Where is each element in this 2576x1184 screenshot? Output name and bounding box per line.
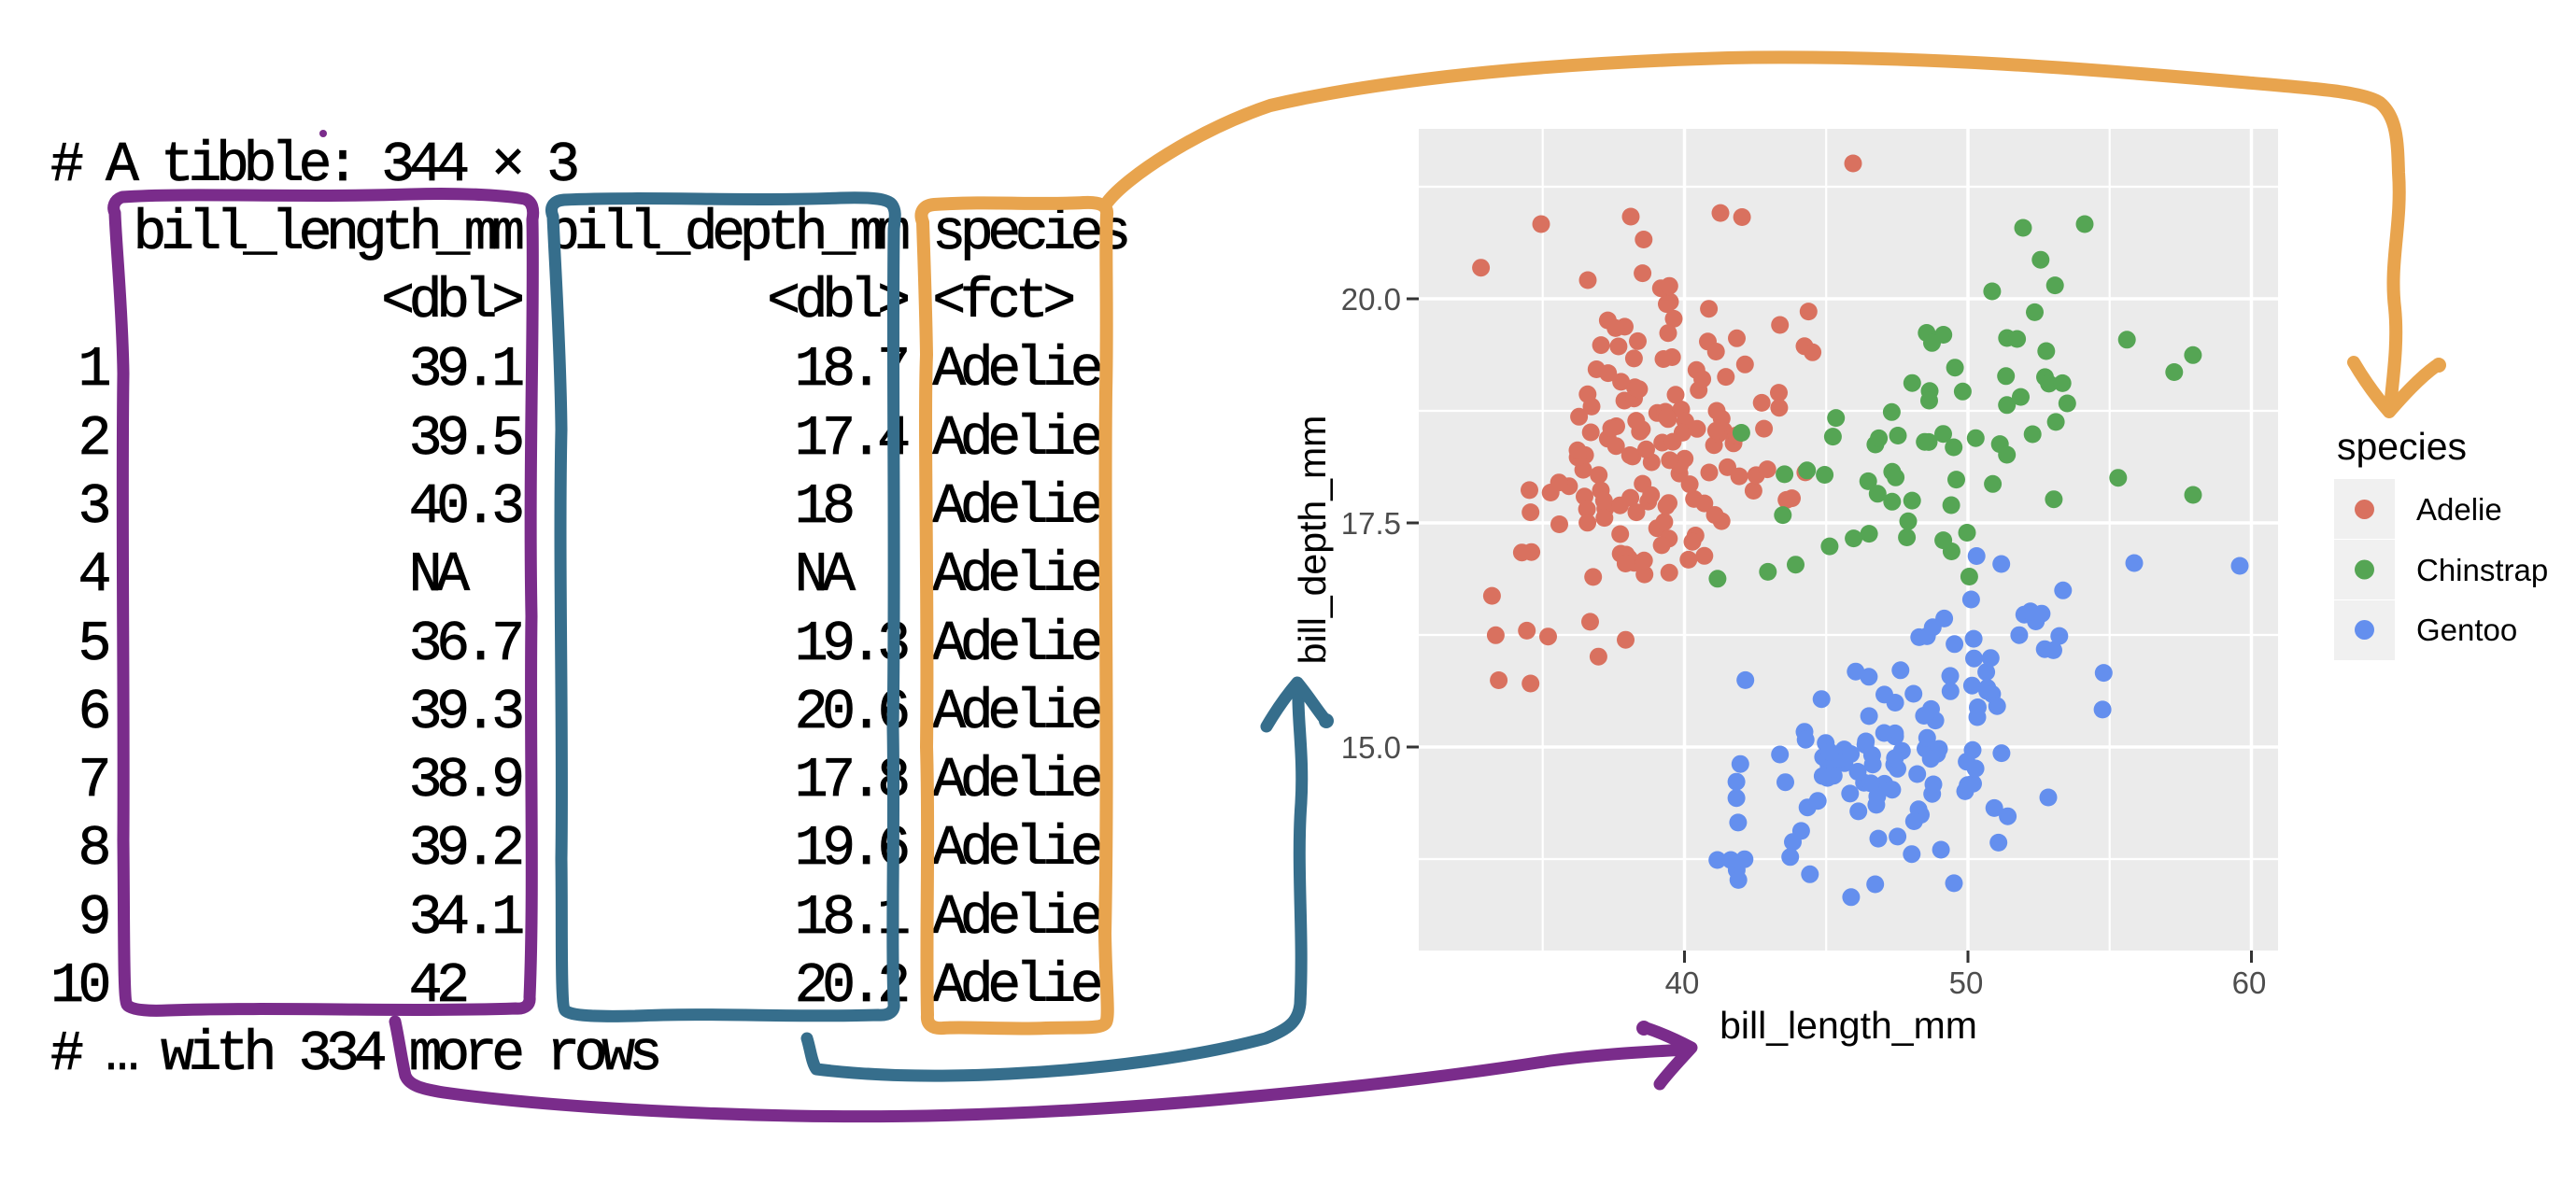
svg-text:Gentoo: Gentoo xyxy=(2416,613,2517,647)
svg-text:60: 60 xyxy=(2232,966,2267,1000)
svg-text:bill_length_mm: bill_length_mm xyxy=(1720,1004,1977,1047)
svg-text:20.0: 20.0 xyxy=(1341,282,1401,317)
svg-text:50: 50 xyxy=(1949,966,1984,1000)
svg-text:17.5: 17.5 xyxy=(1341,506,1401,541)
svg-text:Chinstrap: Chinstrap xyxy=(2416,553,2548,587)
svg-text:Adelie: Adelie xyxy=(2416,492,2502,527)
svg-text:bill_depth_mm: bill_depth_mm xyxy=(1291,416,1334,665)
svg-text:40: 40 xyxy=(1665,966,1700,1000)
svg-text:species: species xyxy=(2337,425,2467,468)
svg-text:15.0: 15.0 xyxy=(1341,730,1401,765)
